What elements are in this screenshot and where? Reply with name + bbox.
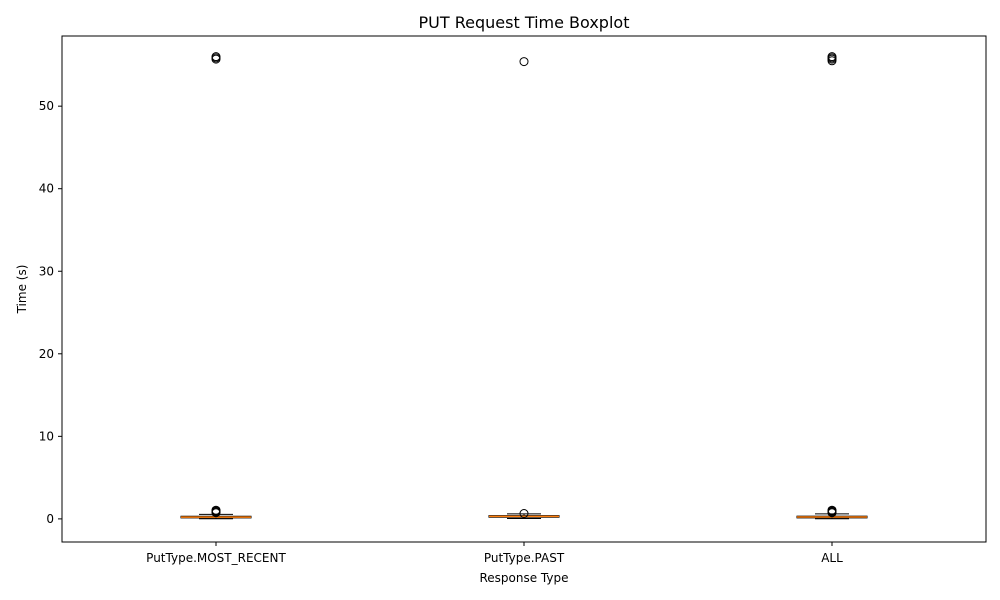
box-group [796, 52, 868, 520]
outlier-point [519, 509, 529, 519]
box-group [180, 52, 252, 520]
x-axis-ticks: PutType.MOST_RECENT PutType.PAST ALL [146, 542, 843, 565]
x-tick-label: PutType.MOST_RECENT [146, 551, 286, 565]
outlier-point [211, 52, 221, 62]
y-tick-label: 50 [39, 99, 54, 113]
box-series [180, 52, 868, 520]
y-tick-label: 10 [39, 429, 54, 443]
box-group [488, 57, 560, 519]
x-axis-label: Response Type [479, 571, 568, 585]
x-tick-label: PutType.PAST [484, 551, 565, 565]
y-axis-label: Time (s) [15, 265, 29, 315]
y-tick-label: 20 [39, 347, 54, 361]
y-tick-label: 40 [39, 182, 54, 196]
y-tick-label: 0 [46, 512, 54, 526]
plot-area [61, 35, 987, 543]
outlier-point [827, 505, 837, 515]
outlier-point [827, 52, 837, 62]
chart-title: PUT Request Time Boxplot [419, 13, 630, 32]
y-axis-ticks: 0 10 20 30 40 50 [39, 99, 62, 526]
outlier-point [519, 57, 529, 67]
y-tick-label: 30 [39, 264, 54, 278]
x-tick-label: ALL [821, 551, 843, 565]
outlier-point [211, 505, 221, 515]
